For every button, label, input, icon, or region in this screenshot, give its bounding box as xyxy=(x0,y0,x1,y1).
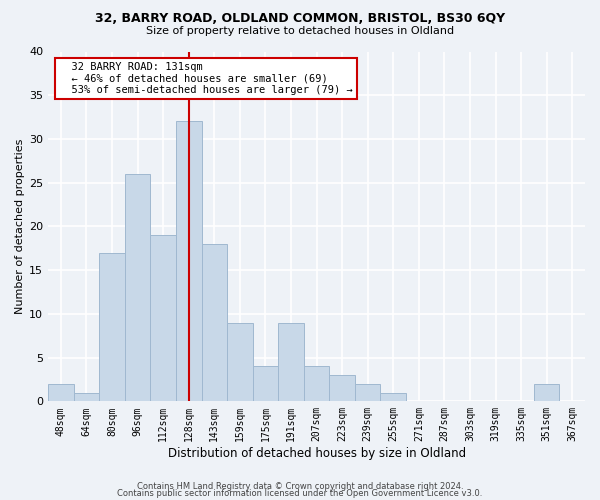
X-axis label: Distribution of detached houses by size in Oldland: Distribution of detached houses by size … xyxy=(167,447,466,460)
Bar xyxy=(48,384,74,402)
Bar xyxy=(125,174,151,402)
Bar xyxy=(329,375,355,402)
Text: 32 BARRY ROAD: 131sqm
  ← 46% of detached houses are smaller (69)
  53% of semi-: 32 BARRY ROAD: 131sqm ← 46% of detached … xyxy=(59,62,353,95)
Y-axis label: Number of detached properties: Number of detached properties xyxy=(15,138,25,314)
Bar xyxy=(278,322,304,402)
Bar xyxy=(99,252,125,402)
Text: Contains HM Land Registry data © Crown copyright and database right 2024.: Contains HM Land Registry data © Crown c… xyxy=(137,482,463,491)
Bar xyxy=(202,244,227,402)
Bar xyxy=(380,392,406,402)
Bar xyxy=(151,235,176,402)
Bar xyxy=(176,122,202,402)
Text: 32, BARRY ROAD, OLDLAND COMMON, BRISTOL, BS30 6QY: 32, BARRY ROAD, OLDLAND COMMON, BRISTOL,… xyxy=(95,12,505,26)
Bar xyxy=(304,366,329,402)
Bar xyxy=(355,384,380,402)
Text: Contains public sector information licensed under the Open Government Licence v3: Contains public sector information licen… xyxy=(118,490,482,498)
Text: Size of property relative to detached houses in Oldland: Size of property relative to detached ho… xyxy=(146,26,454,36)
Bar xyxy=(74,392,99,402)
Bar xyxy=(534,384,559,402)
Bar xyxy=(253,366,278,402)
Bar xyxy=(227,322,253,402)
